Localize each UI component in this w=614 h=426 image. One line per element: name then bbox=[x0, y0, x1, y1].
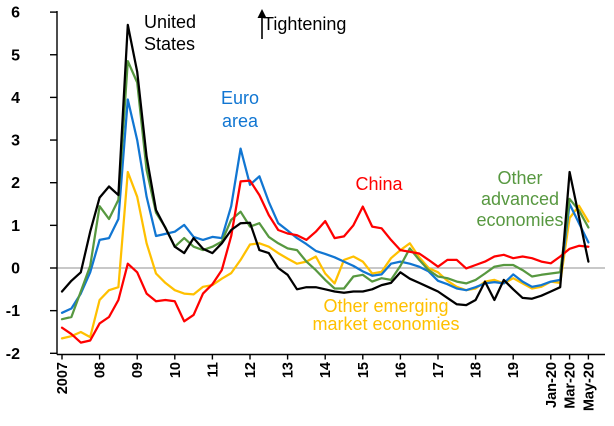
x-tick-label: 09 bbox=[130, 362, 146, 378]
label-euro-area: Euro area bbox=[220, 88, 260, 131]
series-line-china bbox=[60, 179, 590, 344]
y-tick-label: -1 bbox=[6, 303, 20, 320]
y-tick-label: 2 bbox=[11, 175, 20, 192]
x-tick-label: 12 bbox=[243, 362, 259, 378]
x-tick-label: Jan-20 bbox=[544, 362, 560, 408]
y-tick-label: 6 bbox=[11, 5, 20, 22]
tightening-annotation: Tightening bbox=[256, 9, 347, 39]
y-tick-label: -2 bbox=[6, 346, 20, 363]
y-tick-label: 1 bbox=[11, 218, 20, 235]
x-tick-label: Mar-20 bbox=[563, 362, 579, 409]
y-tick-label: 5 bbox=[11, 47, 20, 64]
y-tick-label: 4 bbox=[11, 90, 20, 107]
series-line-united-states bbox=[60, 23, 590, 307]
x-tick-label: 15 bbox=[356, 362, 372, 378]
label-china: China bbox=[355, 174, 403, 194]
x-tick-label: 13 bbox=[281, 362, 297, 378]
x-tick-label: 11 bbox=[205, 362, 221, 377]
x-tick-label: 10 bbox=[168, 362, 184, 378]
y-tick-label: 0 bbox=[11, 261, 20, 278]
x-tick-label: 16 bbox=[393, 362, 409, 378]
x-tick-label: 19 bbox=[506, 362, 522, 378]
series-line-other-advanced-economies bbox=[60, 59, 590, 321]
x-tick-label: May-20 bbox=[581, 362, 597, 411]
x-tick-label: 2007 bbox=[55, 362, 71, 394]
tightening-label: Tightening bbox=[263, 14, 347, 34]
label-other-advanced-economies: Other advanced economies bbox=[476, 168, 564, 230]
y-tick-label: 3 bbox=[11, 133, 20, 150]
up-arrow-icon bbox=[257, 9, 267, 39]
x-tick-label: 17 bbox=[431, 362, 447, 378]
x-tick-label: 14 bbox=[318, 362, 334, 378]
series-line-euro-area bbox=[60, 98, 590, 314]
label-united-states: United States bbox=[144, 12, 197, 54]
x-tick-label: 08 bbox=[93, 362, 109, 378]
x-tick-label: 18 bbox=[469, 362, 485, 378]
label-other-emerging-market-economies: Other emerging market economies bbox=[312, 296, 460, 334]
